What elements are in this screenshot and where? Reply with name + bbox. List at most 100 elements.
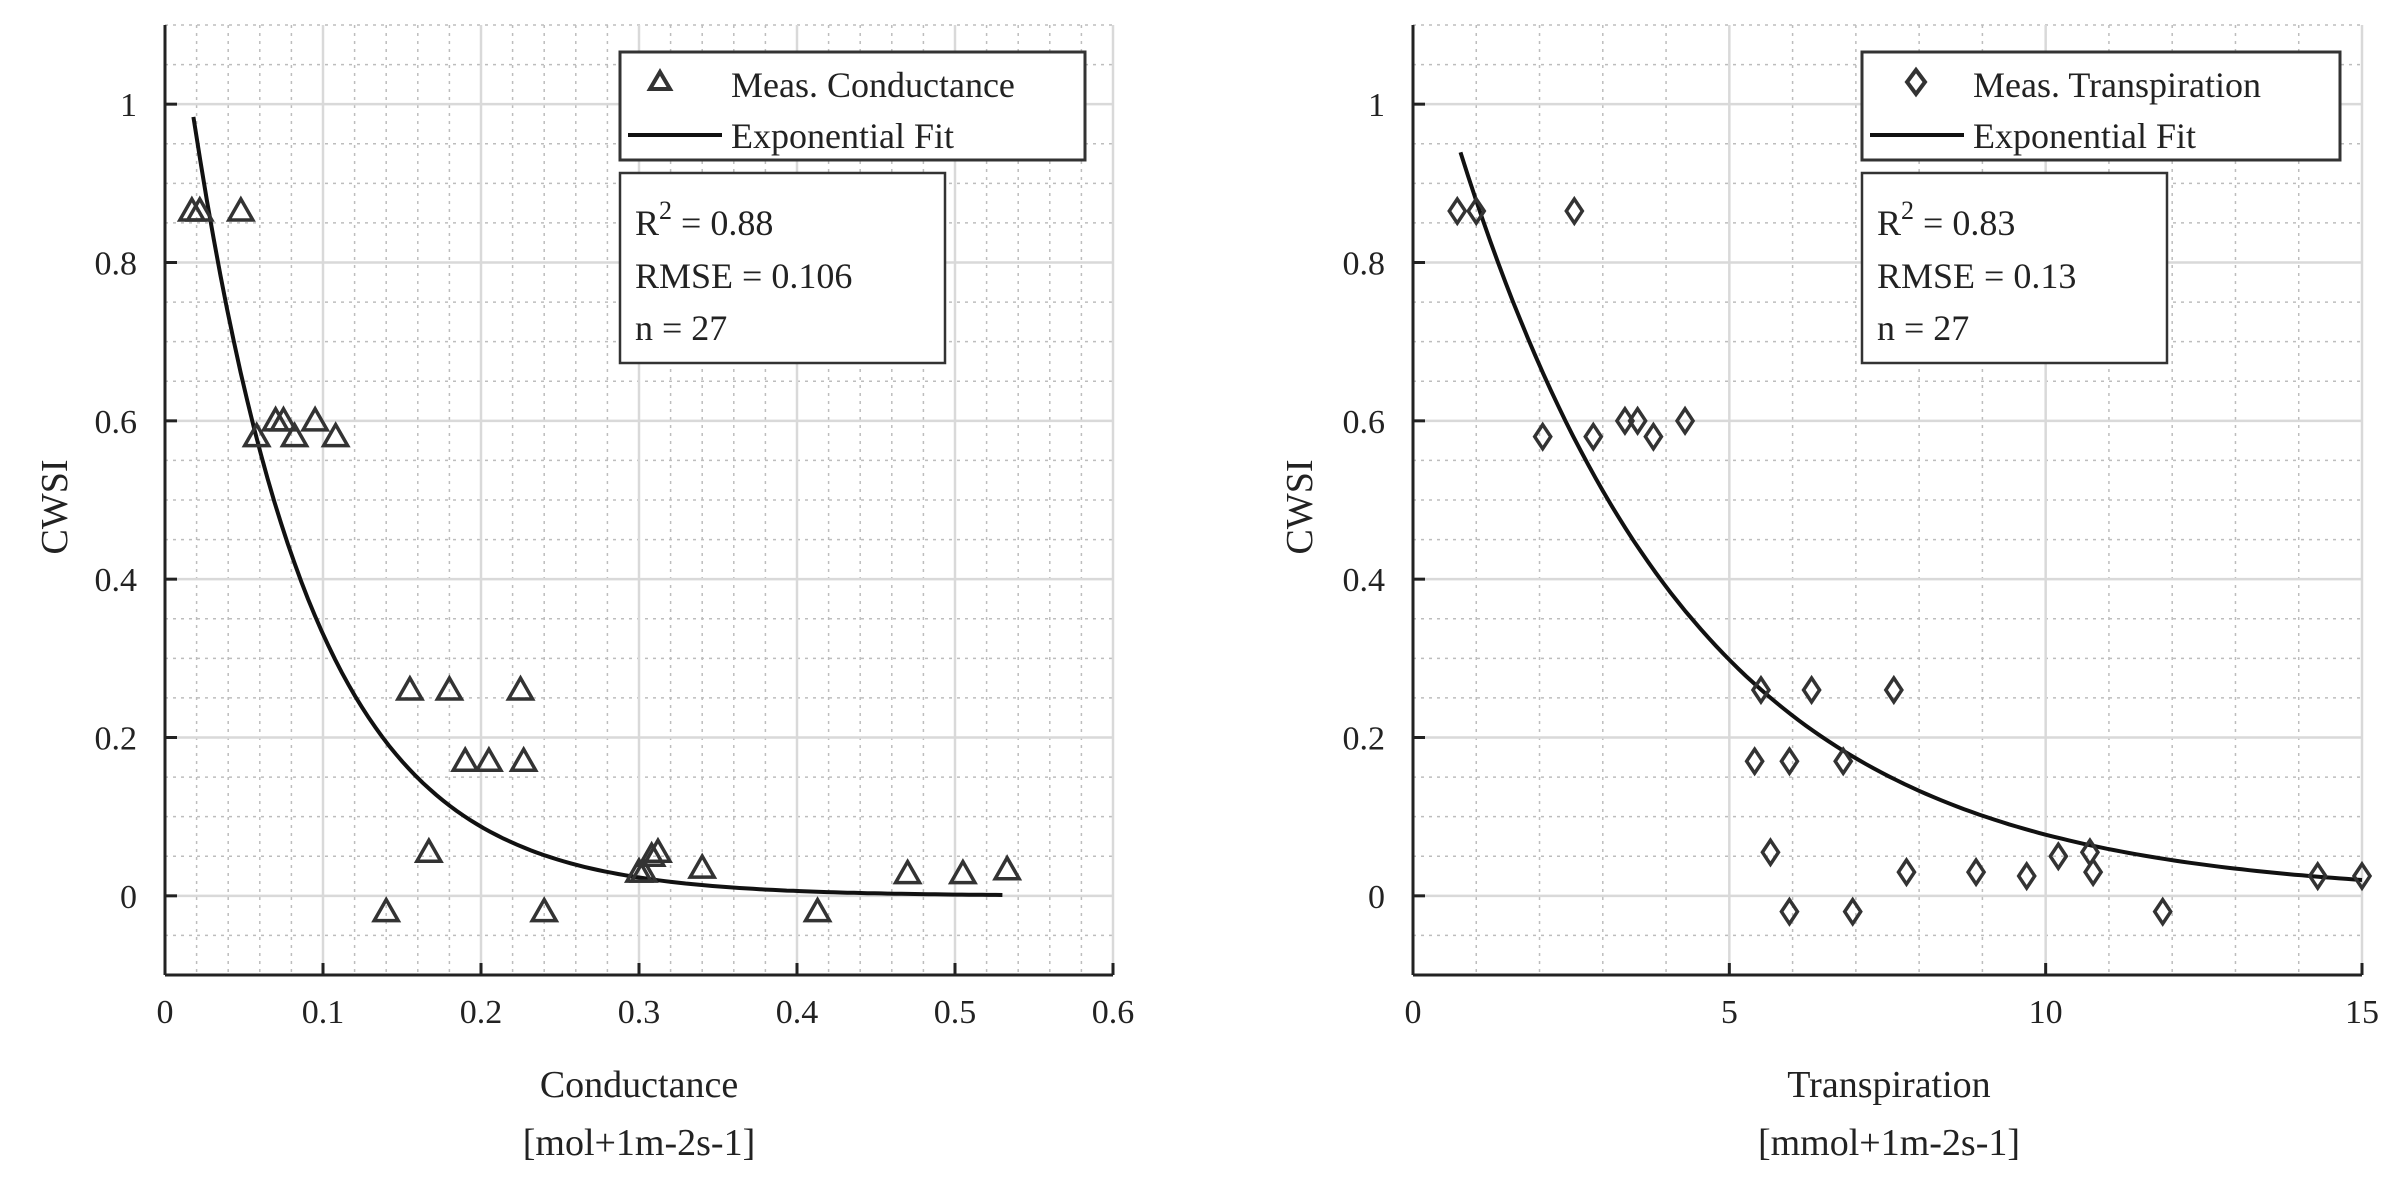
- stats-box: [618, 171, 947, 365]
- r-squared-value: R2 = 0.83: [1877, 196, 2015, 243]
- triangle-data-point: [687, 852, 718, 879]
- triangle-data-point: [225, 195, 256, 222]
- stats-box-transpiration: R2 = 0.83 RMSE = 0.13 n = 27: [1860, 171, 2169, 365]
- diamond-data-point: [1896, 856, 1917, 888]
- x-axis-label: Transpiration: [1787, 1064, 1990, 1106]
- x-tick-label: 0: [157, 994, 174, 1031]
- x-axis-unit: [mol+1m-2s-1]: [523, 1122, 756, 1164]
- triangle-data-point: [450, 745, 481, 772]
- diamond-data-point: [2016, 860, 2037, 892]
- grid-transpiration: [1411, 24, 2364, 976]
- panel-transpiration: 0 5 10 15 0 0.2 0.4 0.6 0.8 1 Meas. Transpiration…: [1279, 24, 2379, 1164]
- diamond-data-point: [1779, 746, 1800, 777]
- stats-box: [1860, 171, 2169, 365]
- y-tick-label: 0.4: [1343, 562, 1386, 599]
- stats-box-conductance: R2 = 0.88 RMSE = 0.106 n = 27: [618, 171, 947, 365]
- diamond-data-point: [1744, 746, 1765, 777]
- y-tick-label: 0.2: [1343, 721, 1386, 758]
- legend-box: [1860, 50, 2342, 162]
- triangle-data-point: [628, 856, 659, 883]
- triangle-data-point: [508, 745, 539, 772]
- panel-conductance: 0 0.1 0.2 0.3 0.4 0.5 0.6 0 0.2 0.4 0.6 0.8 1 Meas. …: [34, 24, 1134, 1164]
- conductance-points: [176, 195, 1023, 923]
- x-tick-label: 5: [1721, 994, 1738, 1031]
- diamond-data-point: [1583, 421, 1604, 452]
- rmse-value: RMSE = 0.13: [1877, 256, 2076, 296]
- legend-box: [618, 50, 1087, 162]
- triangle-data-point: [529, 896, 560, 923]
- y-axis-label: CWSI: [34, 460, 76, 555]
- x-tick-label: 15: [2345, 994, 2379, 1031]
- triangle-data-point: [505, 674, 536, 701]
- y-tick-label: 0.2: [95, 721, 138, 758]
- x-tick-label: 0.3: [618, 994, 661, 1031]
- diamond-data-point: [1842, 896, 1863, 927]
- diamond-data-point: [1532, 421, 1553, 452]
- legend-conductance: Meas. Conductance Exponential Fit: [618, 50, 1087, 162]
- diamond-data-point: [1833, 746, 1854, 777]
- x-tick-label: 0.5: [934, 994, 977, 1031]
- triangle-data-point: [434, 674, 465, 701]
- triangle-data-point: [992, 854, 1023, 881]
- exponential-fit-line: [191, 116, 1003, 897]
- triangle-data-point: [892, 858, 923, 885]
- diamond-data-point: [1965, 856, 1987, 888]
- y-tick-label: 0.8: [1343, 246, 1386, 283]
- triangle-data-point: [636, 840, 667, 867]
- triangle-data-point: [413, 836, 444, 864]
- triangle-data-point: [320, 421, 351, 448]
- y-tick-label: 0.8: [95, 246, 138, 283]
- legend-entry-fit: Exponential Fit: [731, 116, 954, 156]
- diamond-data-point: [1801, 674, 1822, 706]
- transpiration-points: [1447, 195, 2373, 927]
- triangle-data-point: [268, 405, 299, 432]
- triangle-data-point: [642, 836, 673, 864]
- triangle-data-point: [473, 745, 504, 772]
- diamond-data-point: [1447, 195, 1468, 227]
- y-axis-label: CWSI: [1279, 460, 1321, 555]
- diamond-data-point: [2307, 860, 2328, 892]
- diamond-data-point: [1466, 195, 1487, 227]
- y-tick-label: 0: [1368, 879, 1385, 916]
- x-tick-label: 10: [2029, 994, 2063, 1031]
- legend-transpiration: Meas. Transpiration Exponential Fit: [1860, 50, 2342, 162]
- diamond-data-point: [1564, 195, 1585, 227]
- x-axis-unit: [mmol+1m-2s-1]: [1758, 1122, 2020, 1164]
- triangle-data-point: [371, 896, 402, 923]
- diamond-data-point: [2152, 896, 2173, 927]
- x-axis-label: Conductance: [540, 1064, 738, 1106]
- x-tick-label: 0.1: [302, 994, 345, 1031]
- triangle-data-point: [802, 896, 833, 923]
- exponential-fit-line: [1458, 151, 2363, 882]
- triangle-data-point: [184, 195, 215, 222]
- triangle-data-point: [279, 421, 310, 448]
- rmse-value: RMSE = 0.106: [635, 256, 852, 296]
- legend-entry-measured: Meas. Transpiration: [1973, 65, 2261, 105]
- diamond-data-point: [2351, 860, 2373, 892]
- diamond-data-point: [1779, 896, 1800, 927]
- x-tick-label: 0: [1405, 994, 1422, 1031]
- axis-ticks-transpiration: 0 5 10 15 0 0.2 0.4 0.6 0.8 1: [1343, 25, 2379, 1031]
- y-tick-label: 1: [1368, 87, 1385, 124]
- y-tick-label: 0.4: [95, 562, 138, 599]
- sample-count: n = 27: [1877, 308, 1969, 348]
- r-squared-value: R2 = 0.88: [635, 196, 773, 243]
- legend-entry-measured: Meas. Conductance: [731, 65, 1015, 105]
- diamond-data-point: [1750, 674, 1772, 706]
- y-tick-label: 0.6: [95, 404, 138, 441]
- diamond-data-point: [1643, 421, 1664, 452]
- x-tick-label: 0.4: [776, 994, 819, 1031]
- triangle-marker-icon: [646, 68, 674, 91]
- diamond-marker-icon: [1904, 66, 1928, 98]
- diamond-data-point: [1760, 837, 1781, 868]
- grid-conductance: [163, 24, 1115, 976]
- triangle-data-point: [300, 405, 331, 432]
- triangle-data-point: [394, 674, 425, 701]
- sample-count: n = 27: [635, 308, 727, 348]
- y-tick-label: 0: [120, 879, 137, 916]
- axis-ticks-conductance: 0 0.1 0.2 0.3 0.4 0.5 0.6 0 0.2 0.4 0.6 0.8 1: [95, 25, 1134, 1031]
- diamond-data-point: [1883, 674, 1904, 706]
- diamond-data-point: [2048, 841, 2069, 872]
- triangle-data-point: [947, 858, 978, 885]
